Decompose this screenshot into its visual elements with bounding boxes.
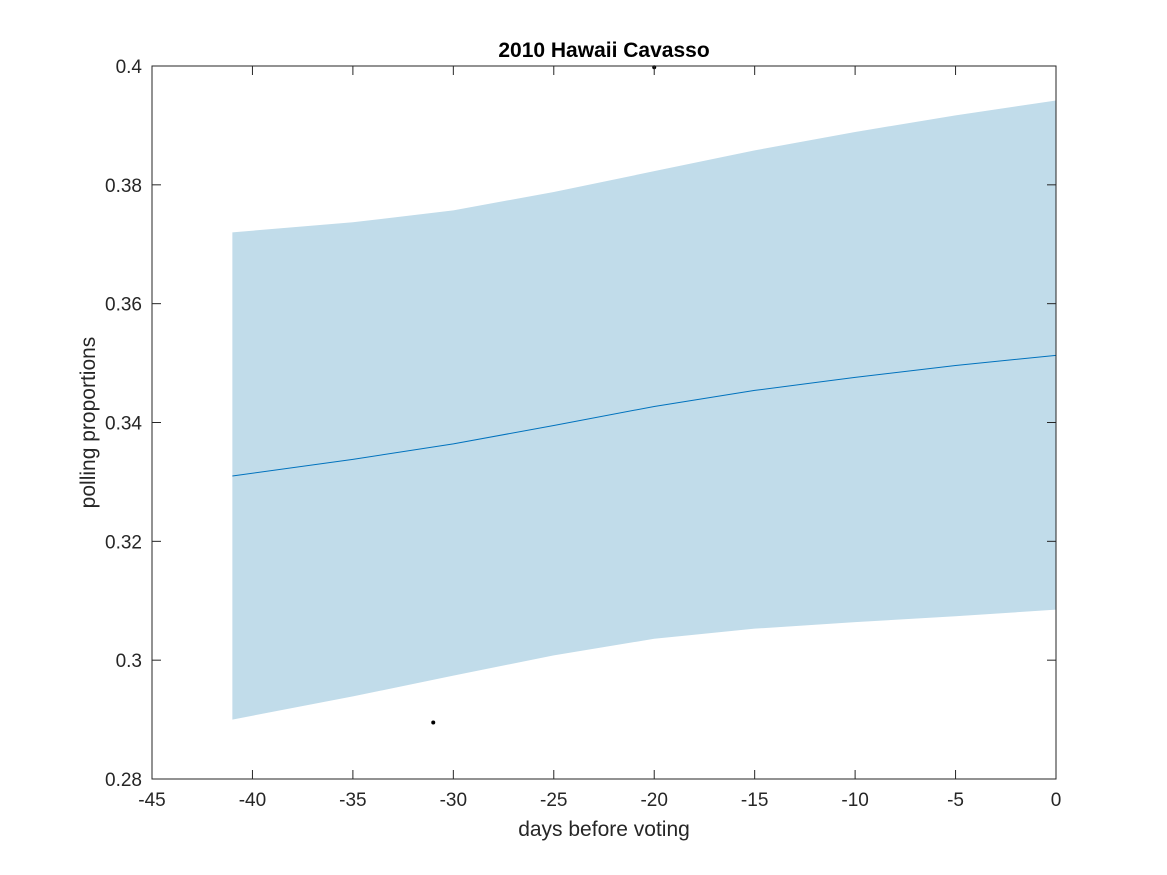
x-tick-label: -45 — [138, 790, 165, 811]
y-tick-label: 0.36 — [105, 295, 142, 316]
y-axis-label: polling proportions — [77, 337, 100, 509]
chart-title: 2010 Hawaii Cavasso — [498, 39, 709, 62]
y-tick-label: 0.4 — [116, 57, 143, 78]
x-tick-label: -35 — [339, 790, 366, 811]
x-axis-label: days before voting — [518, 818, 690, 841]
x-tick-label: -10 — [841, 790, 868, 811]
y-tick-label: 0.32 — [105, 532, 142, 553]
x-tick-label: -20 — [640, 790, 667, 811]
series-line-0 — [232, 354, 1057, 477]
series-line-layer — [232, 354, 1057, 477]
y-tick-label: 0.34 — [105, 414, 142, 435]
y-tick-label: 0.3 — [116, 651, 142, 672]
confidence-band-layer — [232, 100, 1057, 720]
y-tick-label: 0.28 — [105, 770, 142, 791]
y-tick-label: 0.38 — [105, 176, 142, 197]
confidence-band — [232, 100, 1057, 720]
ticks-layer: -45 -40 -35 -30 -25 -20 -15 -10 -5 0 0.28 0.3 0.32 0.… — [105, 57, 1061, 811]
x-tick-label: -5 — [947, 790, 964, 811]
x-tick-label: 0 — [1051, 790, 1062, 811]
x-tick-label: -15 — [741, 790, 768, 811]
x-tick-label: -30 — [440, 790, 467, 811]
x-tick-label: -40 — [239, 790, 266, 811]
data-point — [431, 720, 436, 725]
x-tick-label: -25 — [540, 790, 567, 811]
